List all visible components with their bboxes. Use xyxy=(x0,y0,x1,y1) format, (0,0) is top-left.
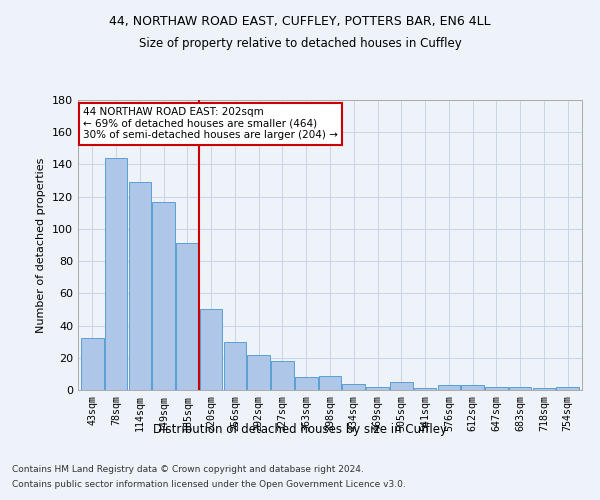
Text: 44 NORTHAW ROAD EAST: 202sqm
← 69% of detached houses are smaller (464)
30% of s: 44 NORTHAW ROAD EAST: 202sqm ← 69% of de… xyxy=(83,108,338,140)
Bar xyxy=(176,244,199,390)
Bar xyxy=(461,385,484,390)
Bar xyxy=(247,354,270,390)
Bar xyxy=(128,182,151,390)
Bar xyxy=(366,387,389,390)
Y-axis label: Number of detached properties: Number of detached properties xyxy=(37,158,46,332)
Bar xyxy=(271,361,294,390)
Bar xyxy=(319,376,341,390)
Bar xyxy=(533,388,555,390)
Text: Contains HM Land Registry data © Crown copyright and database right 2024.: Contains HM Land Registry data © Crown c… xyxy=(12,465,364,474)
Bar xyxy=(200,310,223,390)
Bar xyxy=(414,388,436,390)
Bar xyxy=(224,342,246,390)
Bar xyxy=(556,387,579,390)
Bar xyxy=(509,387,532,390)
Text: Distribution of detached houses by size in Cuffley: Distribution of detached houses by size … xyxy=(153,422,447,436)
Text: Size of property relative to detached houses in Cuffley: Size of property relative to detached ho… xyxy=(139,38,461,51)
Bar xyxy=(295,377,317,390)
Bar xyxy=(437,385,460,390)
Bar xyxy=(390,382,413,390)
Bar xyxy=(105,158,127,390)
Bar xyxy=(343,384,365,390)
Bar xyxy=(485,387,508,390)
Bar xyxy=(81,338,104,390)
Bar xyxy=(152,202,175,390)
Text: 44, NORTHAW ROAD EAST, CUFFLEY, POTTERS BAR, EN6 4LL: 44, NORTHAW ROAD EAST, CUFFLEY, POTTERS … xyxy=(109,15,491,28)
Text: Contains public sector information licensed under the Open Government Licence v3: Contains public sector information licen… xyxy=(12,480,406,489)
